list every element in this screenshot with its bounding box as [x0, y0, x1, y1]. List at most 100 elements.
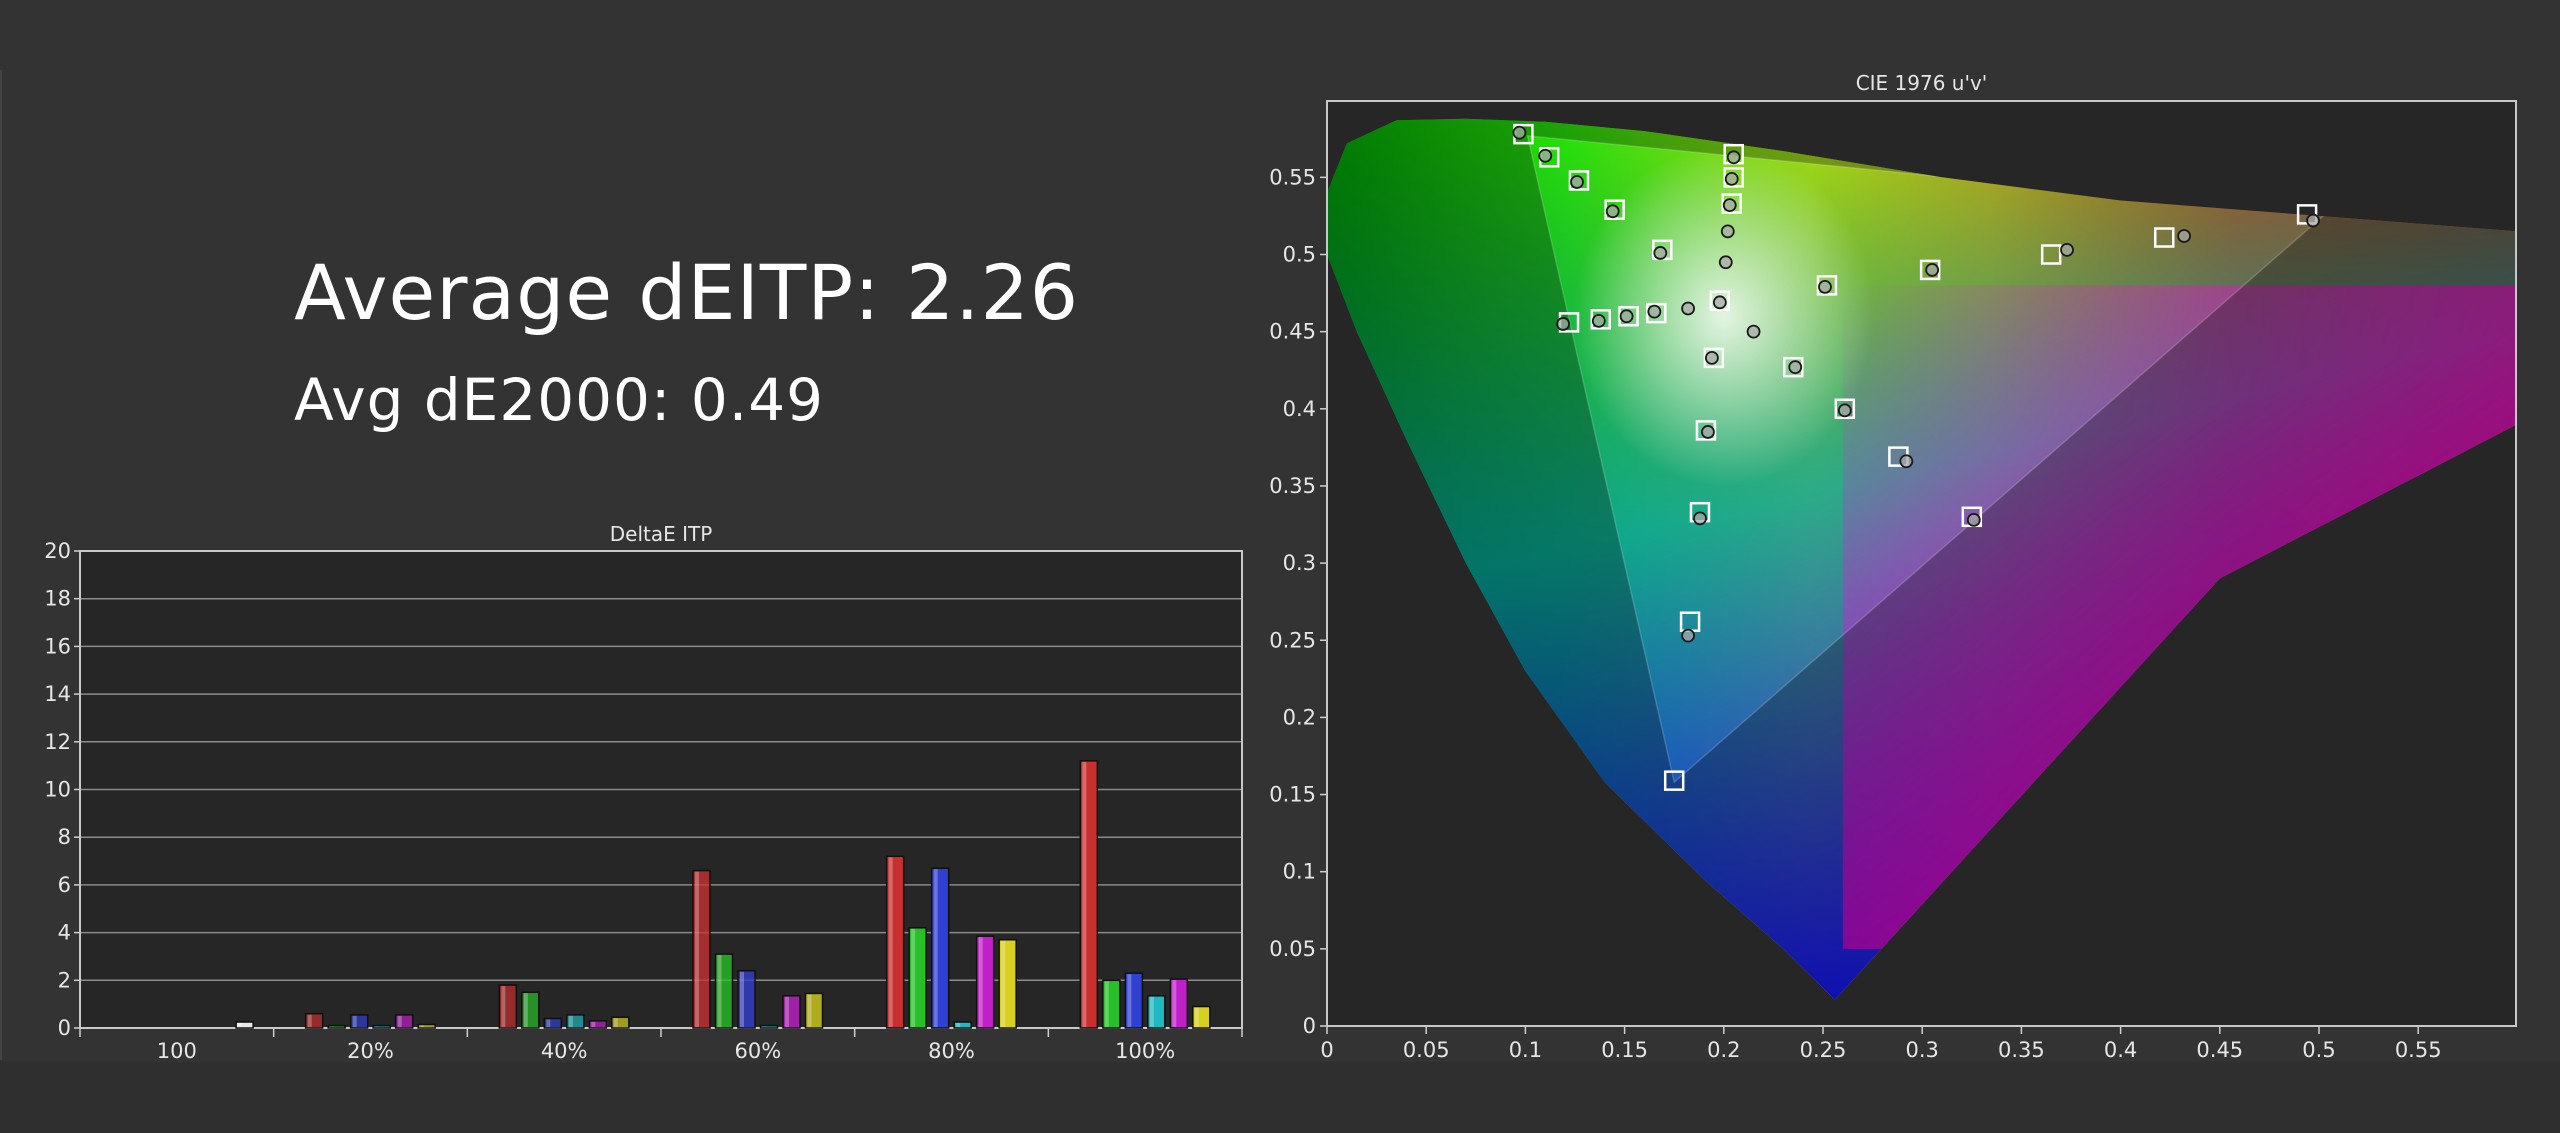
bar-cyan [372, 1024, 391, 1029]
cie-x-tick-label: 0.05 [1403, 1038, 1450, 1062]
bar-cyan [1147, 995, 1166, 1029]
measured-point [1704, 350, 1719, 365]
target-square [1618, 305, 1639, 327]
bar-x-tick-label: 20% [347, 1039, 394, 1063]
target-square [1709, 290, 1731, 312]
cie-x-tick-label: 0.2 [1707, 1038, 1740, 1062]
bar-cyan [566, 1014, 585, 1029]
bar-y-tick-label: 14 [44, 682, 71, 706]
bar-x-tick-label: 60% [734, 1039, 781, 1063]
bar-magenta [394, 1014, 414, 1029]
bar-yellow [417, 1023, 436, 1029]
cie-x-tick-label: 0 [1320, 1038, 1333, 1062]
bar-red [498, 984, 518, 1029]
target-square [1590, 309, 1612, 330]
cie-y-tick-label: 0.45 [1269, 320, 1316, 344]
deltae-itp-chart: DeltaE ITP 0 2 4 6 8 10 12 14 16 18 20 100 20% 40% 60% 8… [44, 522, 1243, 1063]
target-square [2040, 244, 2062, 265]
bar-yellow [1192, 1005, 1211, 1029]
measured-point [1718, 255, 1733, 270]
cie-x-tick-label: 0.15 [1601, 1038, 1648, 1062]
frame-edge [0, 70, 2, 1060]
target-square [1646, 302, 1667, 324]
measured-point [1538, 148, 1553, 163]
bar-magenta [1169, 978, 1189, 1029]
measured-point [1653, 246, 1668, 260]
bar-y-tick-label: 18 [44, 587, 71, 611]
target-square [1723, 167, 1744, 188]
measured-point [2306, 213, 2320, 228]
target-square [1604, 199, 1625, 221]
measured-point [1681, 301, 1695, 316]
bar-yellow [998, 939, 1017, 1029]
bar-cyan [953, 1021, 972, 1029]
bar-y-tick-label: 0 [58, 1016, 71, 1040]
bar-magenta [782, 995, 801, 1029]
bar-blue [349, 1014, 369, 1029]
bar-green [714, 953, 734, 1029]
cie-y-tick-label: 0.3 [1283, 551, 1316, 575]
measured-point [1605, 204, 1620, 219]
cie-chart-title: CIE 1976 u'v' [1856, 71, 1988, 95]
target-square [1834, 398, 1856, 420]
cie-x-tick-label: 0.5 [2302, 1038, 2335, 1062]
measured-point [1701, 425, 1715, 439]
measured-point [1722, 198, 1737, 213]
gamut-outside-shade [1327, 118, 2516, 1000]
target-square [1782, 356, 1804, 378]
bar-yellow [804, 992, 824, 1029]
average-ditp-readout: Average dEITP: 2.26 [294, 248, 1080, 337]
bar-red [1079, 760, 1099, 1029]
measured-point [1512, 125, 1527, 140]
bar-red [692, 869, 711, 1029]
bar-blue [737, 970, 756, 1029]
measured-point [1712, 295, 1727, 310]
target-square [1721, 193, 1742, 214]
bar-y-tick-label: 12 [44, 730, 71, 754]
gamut-triangle-edge [1526, 134, 2327, 784]
bar-y-tick-label: 4 [58, 921, 71, 945]
bar-blue [930, 867, 950, 1029]
measured-point [2177, 229, 2191, 243]
cie-y-tick-label: 0.5 [1283, 243, 1316, 267]
measured-point [1966, 512, 1981, 527]
measured-point [1720, 224, 1735, 239]
bar-x-tick-label: 100% [1115, 1039, 1175, 1063]
bar-green [1102, 979, 1121, 1029]
bar-green [327, 1024, 346, 1029]
cie-y-tick-label: 0 [1303, 1014, 1316, 1038]
measured-point [1724, 171, 1739, 186]
bar-cyan [759, 1024, 779, 1029]
bar-y-tick-label: 2 [58, 968, 71, 992]
bar-white [235, 1021, 254, 1029]
avg-de2000-readout: Avg dE2000: 0.49 [294, 366, 825, 434]
cie-y-tick-label: 0.4 [1283, 397, 1316, 421]
measured-point [1837, 403, 1852, 418]
bar-y-tick-label: 10 [44, 778, 71, 802]
cie-x-tick-label: 0.1 [1509, 1038, 1542, 1062]
bar-magenta [588, 1020, 608, 1029]
cie-points [1512, 123, 2320, 791]
measured-point [1647, 304, 1662, 319]
bar-y-tick-label: 20 [44, 539, 71, 563]
cie-x-tick-label: 0.35 [1998, 1038, 2045, 1062]
cie-x-tick-label: 0.45 [2196, 1038, 2243, 1062]
measured-point [1899, 454, 1914, 469]
measured-point [2060, 242, 2074, 257]
cie-x-tick-label: 0.25 [1800, 1038, 1847, 1062]
bar-y-tick-label: 16 [44, 634, 71, 658]
measured-point [1681, 628, 1695, 643]
target-square [1919, 259, 1941, 281]
bar-x-tick-label: 40% [541, 1039, 588, 1063]
measured-point [1693, 511, 1707, 526]
cie-x-tick-label: 0.55 [2395, 1038, 2442, 1062]
target-square [2153, 227, 2175, 248]
measured-point [1726, 150, 1741, 165]
bottom-band [0, 1062, 2560, 1133]
bar-yellow [611, 1016, 630, 1029]
measured-point [1619, 309, 1634, 324]
cie-y-tick-label: 0.2 [1283, 705, 1316, 729]
measured-point [1746, 324, 1761, 339]
bar-green [521, 991, 540, 1029]
